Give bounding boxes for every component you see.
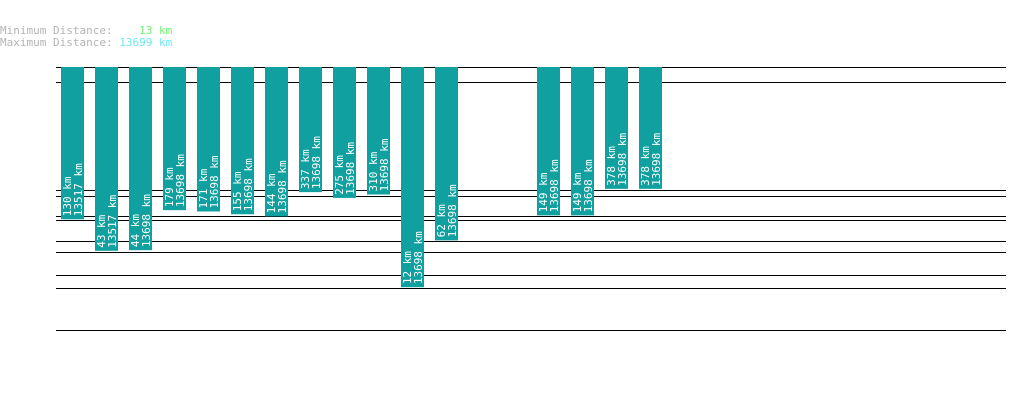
bar <box>265 67 288 217</box>
bar <box>333 67 356 198</box>
max-distance-label: Maximum Distance: <box>0 36 113 49</box>
bar-value-label: 44 km <box>129 214 142 247</box>
bar-max-label: 13517 km <box>72 163 85 216</box>
bar-value-label: 149 km <box>537 172 550 212</box>
bar <box>401 67 424 288</box>
bar-value-label: 337 km <box>299 149 312 189</box>
bar <box>367 67 390 195</box>
bar-value-label: 149 km <box>571 172 584 212</box>
bar-max-label: 13698 km <box>174 154 187 207</box>
min-distance-value: 13 km <box>139 24 173 37</box>
bar-value-label: 171 km <box>197 168 210 208</box>
bar-max-label: 13698 km <box>208 155 221 208</box>
bar-max-label: 13698 km <box>310 136 323 189</box>
bar <box>129 67 152 251</box>
bar-value-label: 12 km <box>401 251 414 284</box>
bar-value-label: 43 km <box>95 214 108 247</box>
bar-value-label: 62 km <box>435 204 448 237</box>
bar <box>537 67 560 216</box>
bar <box>197 67 220 212</box>
bar-value-label: 310 km <box>367 151 380 191</box>
bar <box>299 67 322 193</box>
bar-value-label: 275 km <box>333 155 346 195</box>
bar-max-label: 13698 km <box>140 194 153 247</box>
min-distance-row: Minimum Distance: 13 km <box>0 25 172 37</box>
max-distance-row: Maximum Distance: 13699 km <box>0 37 172 49</box>
bar-value-label: 144 km <box>265 173 278 213</box>
bar <box>435 67 458 241</box>
distance-summary: Minimum Distance: 13 km Maximum Distance… <box>0 25 172 49</box>
bar-max-label: 13698 km <box>276 160 289 213</box>
bar-max-label: 13698 km <box>650 132 663 185</box>
bar <box>605 67 628 189</box>
bar-value-label: 155 km <box>231 171 244 211</box>
bar-max-label: 13698 km <box>548 159 561 212</box>
bar-max-label: 13698 km <box>242 158 255 211</box>
bar <box>639 67 662 189</box>
bar <box>61 67 84 220</box>
bar-max-label: 13517 km <box>106 194 119 247</box>
bar-max-label: 13698 km <box>412 231 425 284</box>
min-distance-label: Minimum Distance: <box>0 24 113 37</box>
bar-max-label: 13698 km <box>582 159 595 212</box>
bar-value-label: 378 km <box>639 146 652 186</box>
bar-max-label: 13698 km <box>378 138 391 191</box>
bar-value-label: 378 km <box>605 146 618 186</box>
bar-max-label: 13698 km <box>616 132 629 185</box>
bar-max-label: 13698 km <box>344 142 357 195</box>
max-distance-value: 13699 km <box>119 36 173 49</box>
bar <box>163 67 186 211</box>
bar-max-label: 13698 km <box>446 184 459 237</box>
bar-value-label: 179 km <box>163 167 176 207</box>
bar <box>571 67 594 216</box>
bar <box>231 67 254 215</box>
bar-value-label: 130 km <box>61 176 74 216</box>
bar <box>95 67 118 251</box>
